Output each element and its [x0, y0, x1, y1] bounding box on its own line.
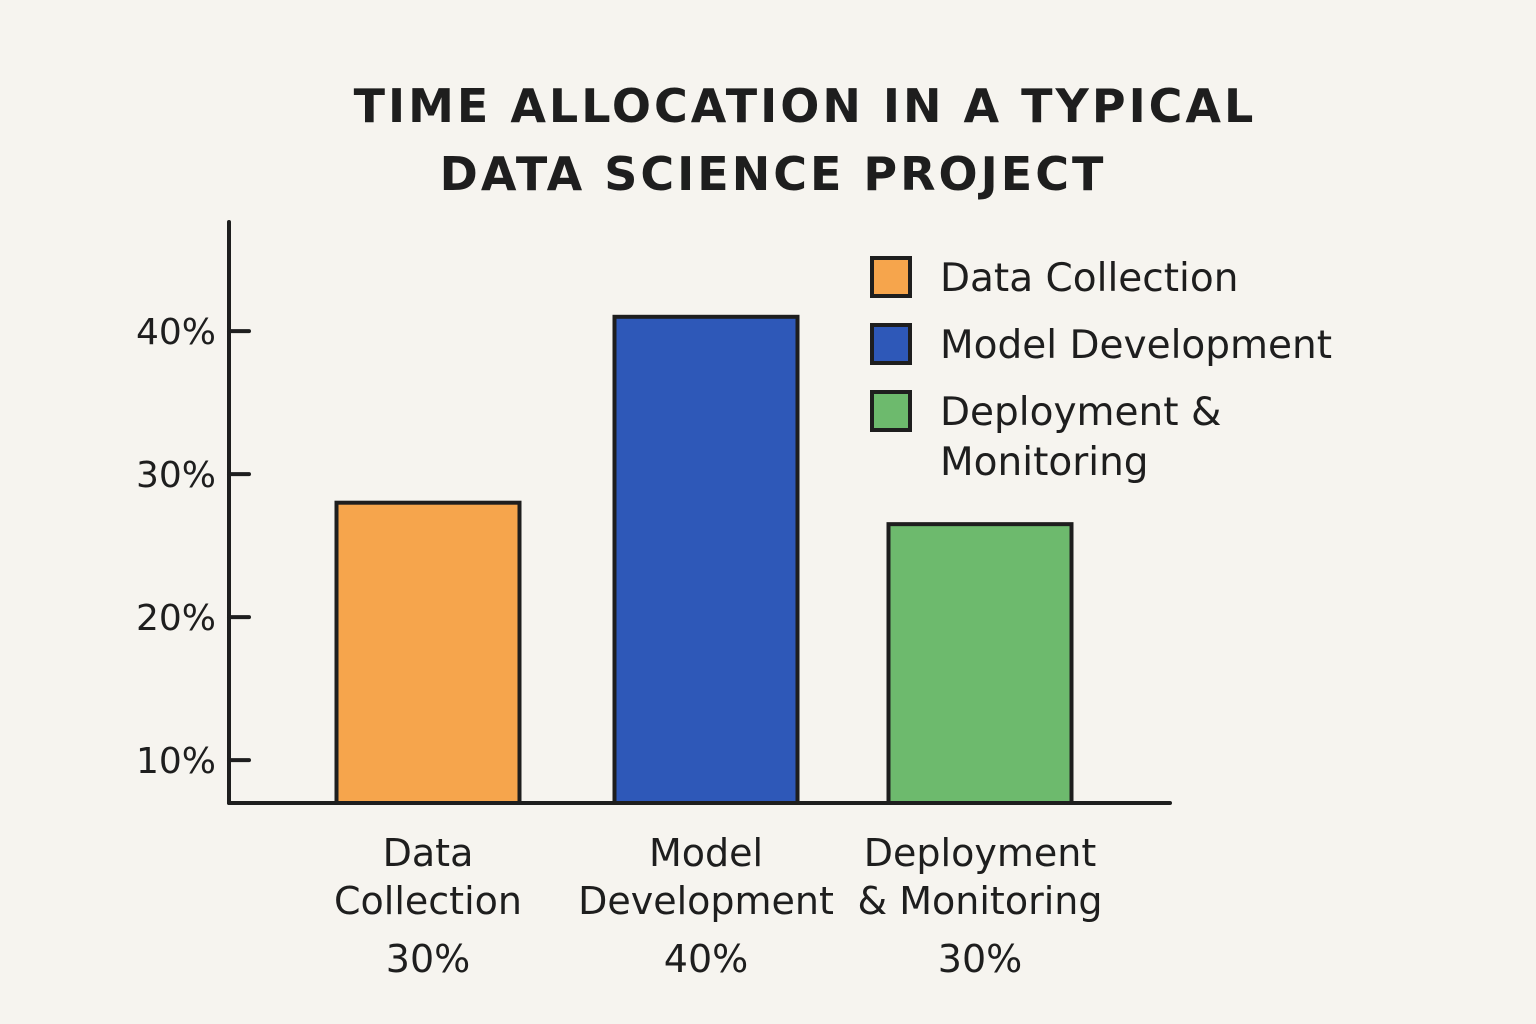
x-tick-label: Deployment — [864, 831, 1096, 875]
legend-swatch — [870, 256, 912, 298]
y-tick-label: 30% — [136, 455, 216, 496]
legend-label: Model Development — [940, 323, 1332, 368]
chart-title-line-2: DATA SCIENCE PROJECT — [440, 147, 1107, 201]
bars — [334, 314, 1074, 806]
x-tick-label: Model — [649, 831, 763, 875]
x-tick-label: & Monitoring — [858, 879, 1103, 923]
x-tick-label: Collection — [334, 879, 522, 923]
legend-label: Deployment & — [940, 390, 1221, 435]
bar — [612, 314, 800, 805]
chart-title-line-1: TIME ALLOCATION IN A TYPICAL — [354, 79, 1257, 133]
legend-swatch — [870, 323, 912, 365]
y-axis: 10% 20% 30% 40% — [136, 220, 251, 805]
x-tick-label: Development — [578, 879, 834, 923]
x-tick-label: Data — [383, 831, 474, 875]
x-tick-label: 40% — [664, 937, 748, 981]
bar — [334, 500, 522, 805]
bar — [886, 522, 1074, 806]
y-tick-label: 10% — [136, 741, 216, 782]
legend-swatch — [870, 390, 912, 432]
legend: Data Collection Model Development Deployme… — [870, 256, 1332, 485]
legend-label: Monitoring — [940, 440, 1149, 485]
y-tick-label: 20% — [136, 598, 216, 639]
y-tick-label: 40% — [136, 312, 216, 353]
x-tick-label: 30% — [386, 937, 470, 981]
legend-label: Data Collection — [940, 256, 1238, 301]
x-tick-label: 30% — [938, 937, 1022, 981]
